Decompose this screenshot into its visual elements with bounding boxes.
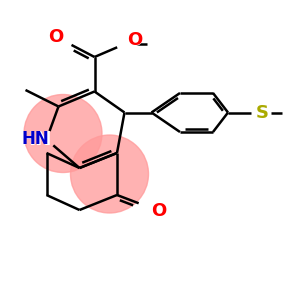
Text: O: O [47, 27, 64, 46]
Text: S: S [255, 103, 268, 122]
Text: O: O [127, 31, 142, 49]
Text: O: O [126, 30, 143, 50]
Text: HN: HN [22, 130, 49, 148]
Circle shape [70, 135, 148, 213]
Text: HN: HN [19, 130, 52, 149]
Text: O: O [48, 28, 63, 46]
Text: S: S [254, 103, 269, 122]
Circle shape [24, 94, 102, 172]
Text: O: O [152, 202, 166, 220]
Text: O: O [150, 202, 168, 221]
